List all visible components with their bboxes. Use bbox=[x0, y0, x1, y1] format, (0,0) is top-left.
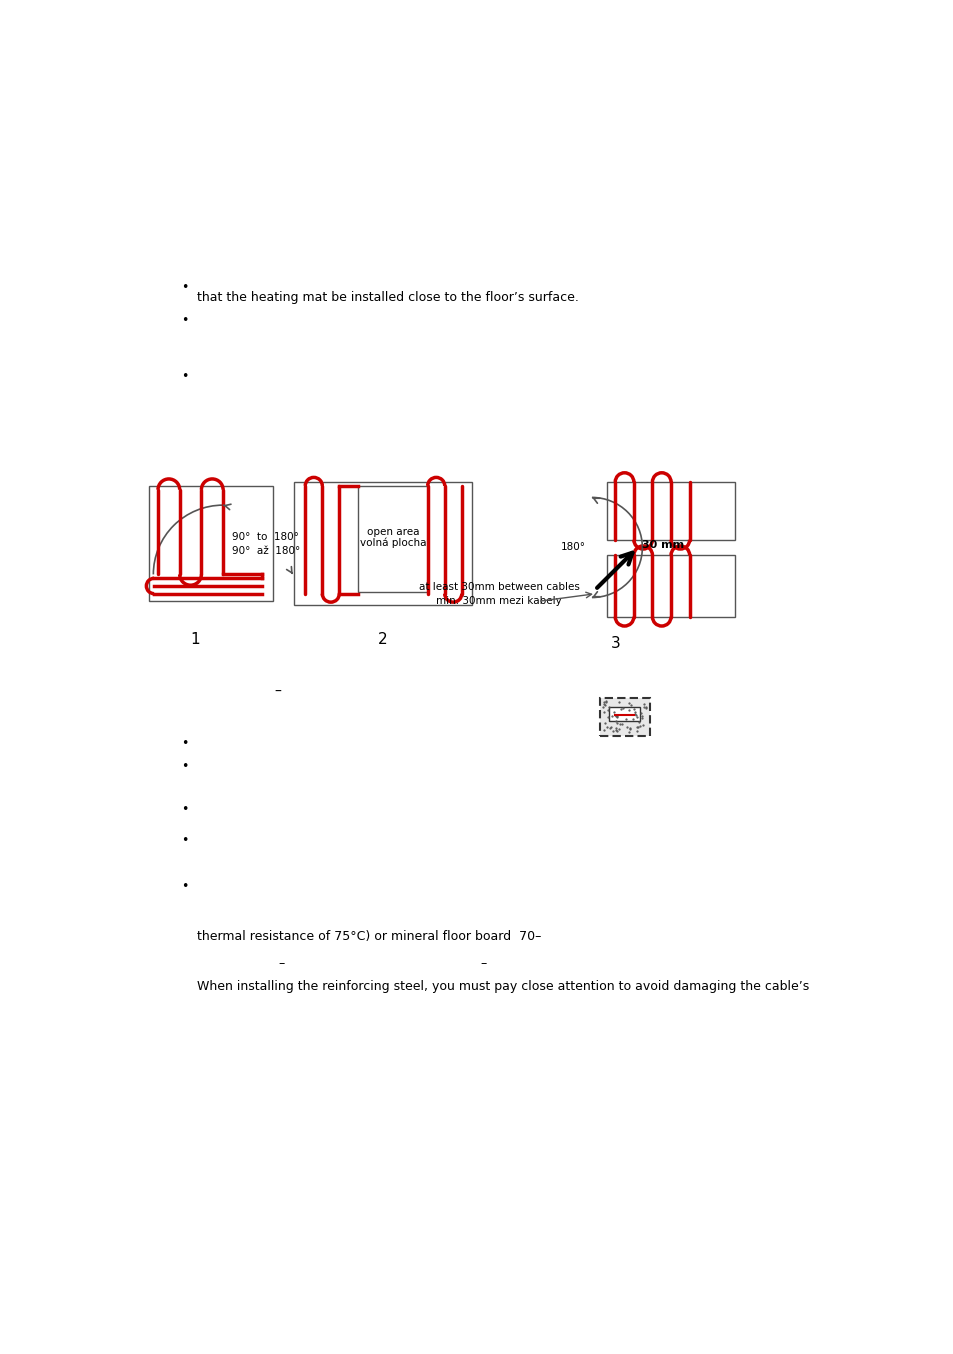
Text: 3: 3 bbox=[610, 636, 619, 651]
Text: that the heating mat be installed close to the floor’s surface.: that the heating mat be installed close … bbox=[196, 291, 578, 303]
Text: 2: 2 bbox=[377, 632, 387, 647]
Text: open area: open area bbox=[366, 527, 418, 538]
Bar bbox=[607, 555, 735, 617]
Text: •: • bbox=[181, 880, 189, 892]
Text: •: • bbox=[181, 834, 189, 846]
Text: •: • bbox=[181, 738, 189, 750]
Text: •: • bbox=[181, 314, 189, 326]
Text: •: • bbox=[181, 370, 189, 383]
Text: 90°  to  180°
90°  až  180°: 90° to 180° 90° až 180° bbox=[233, 532, 300, 555]
Text: When installing the reinforcing steel, you must pay close attention to avoid dam: When installing the reinforcing steel, y… bbox=[196, 980, 808, 992]
Bar bbox=[608, 707, 639, 720]
Text: 180°: 180° bbox=[560, 543, 585, 552]
Text: –: – bbox=[278, 957, 285, 969]
Text: thermal resistance of 75°C) or mineral floor board  70–: thermal resistance of 75°C) or mineral f… bbox=[196, 930, 540, 942]
Text: –: – bbox=[480, 957, 486, 969]
Bar bbox=[357, 486, 427, 592]
Bar bbox=[599, 697, 649, 737]
Text: •: • bbox=[181, 282, 189, 294]
Text: volná plocha: volná plocha bbox=[359, 538, 426, 548]
Text: 1: 1 bbox=[191, 632, 200, 647]
Bar bbox=[607, 482, 735, 540]
Bar bbox=[149, 486, 273, 601]
Text: –: – bbox=[274, 685, 281, 699]
Text: •: • bbox=[181, 803, 189, 815]
Bar bbox=[294, 482, 472, 605]
Text: at least 30mm between cables
min. 30mm mezi kabely: at least 30mm between cables min. 30mm m… bbox=[418, 582, 578, 605]
Text: •: • bbox=[181, 761, 189, 773]
Text: 30 mm: 30 mm bbox=[641, 540, 683, 550]
